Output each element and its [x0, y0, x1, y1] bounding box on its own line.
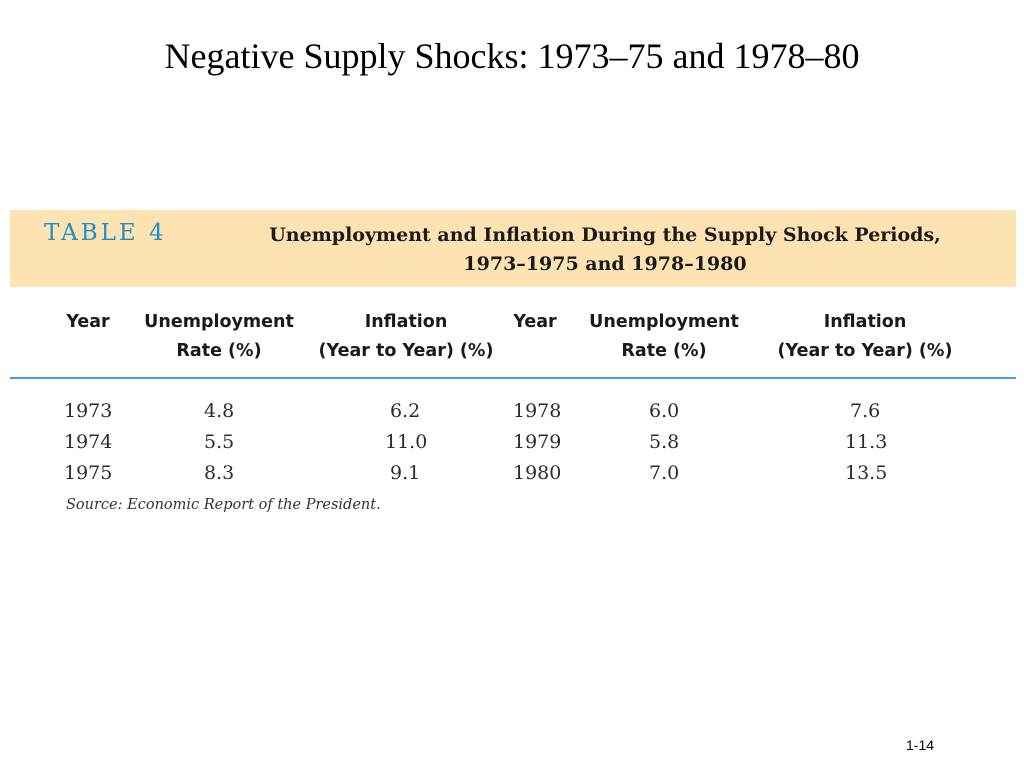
- column-header-line: (Year to Year) (%): [777, 341, 953, 361]
- table-label: TABLE 4: [44, 220, 167, 246]
- column-header-unemployment-1: Unemployment Rate (%): [130, 308, 308, 366]
- table-caption-line-1: Unemployment and Inflation During the Su…: [269, 224, 941, 246]
- table-caption: Unemployment and Inflation During the Su…: [225, 221, 985, 279]
- column-header-line: Unemployment: [589, 312, 739, 332]
- column-header-inflation-2: Inflation (Year to Year) (%): [767, 308, 963, 366]
- table-cell: 7.6: [850, 400, 881, 422]
- table-cell: 1975: [64, 462, 113, 484]
- column-header-line: Inflation: [823, 312, 907, 332]
- table-cell: 4.8: [204, 400, 235, 422]
- table-cell: 1978: [513, 400, 562, 422]
- column-header-year-1: Year: [62, 308, 114, 337]
- column-header-year-2: Year: [509, 308, 561, 337]
- table-cell: 1974: [64, 431, 113, 453]
- column-header-line: Unemployment: [144, 312, 294, 332]
- header-rule: [10, 377, 1016, 379]
- table-cell: 13.5: [845, 462, 888, 484]
- table-cell: 8.3: [204, 462, 235, 484]
- table-cell: 11.0: [385, 431, 428, 453]
- table-cell: 6.0: [649, 400, 680, 422]
- source-note: Source: Economic Report of the President…: [66, 497, 381, 513]
- table-cell: 6.2: [390, 400, 421, 422]
- table-cell: 5.8: [649, 431, 680, 453]
- column-header-line: Year: [66, 312, 110, 332]
- column-header-line: Rate (%): [621, 341, 707, 361]
- column-header-line: (Year to Year) (%): [318, 341, 494, 361]
- column-header-unemployment-2: Unemployment Rate (%): [575, 308, 753, 366]
- slide-title: Negative Supply Shocks: 1973–75 and 1978…: [164, 36, 860, 76]
- table-cell: 9.1: [390, 462, 421, 484]
- table-cell: 1980: [513, 462, 562, 484]
- page-number: 1-14: [906, 737, 935, 753]
- column-header-line: Rate (%): [176, 341, 262, 361]
- column-header-line: Inflation: [364, 312, 448, 332]
- table-cell: 5.5: [204, 431, 235, 453]
- table-cell: 1973: [64, 400, 113, 422]
- table-cell: 1979: [513, 431, 562, 453]
- table-caption-line-2: 1973–1975 and 1978–1980: [463, 253, 747, 275]
- table-banner: TABLE 4 Unemployment and Inflation Durin…: [10, 210, 1016, 287]
- table-cell: 11.3: [845, 431, 888, 453]
- column-header-line: Year: [513, 312, 557, 332]
- column-header-inflation-1: Inflation (Year to Year) (%): [308, 308, 504, 366]
- table-cell: 7.0: [649, 462, 680, 484]
